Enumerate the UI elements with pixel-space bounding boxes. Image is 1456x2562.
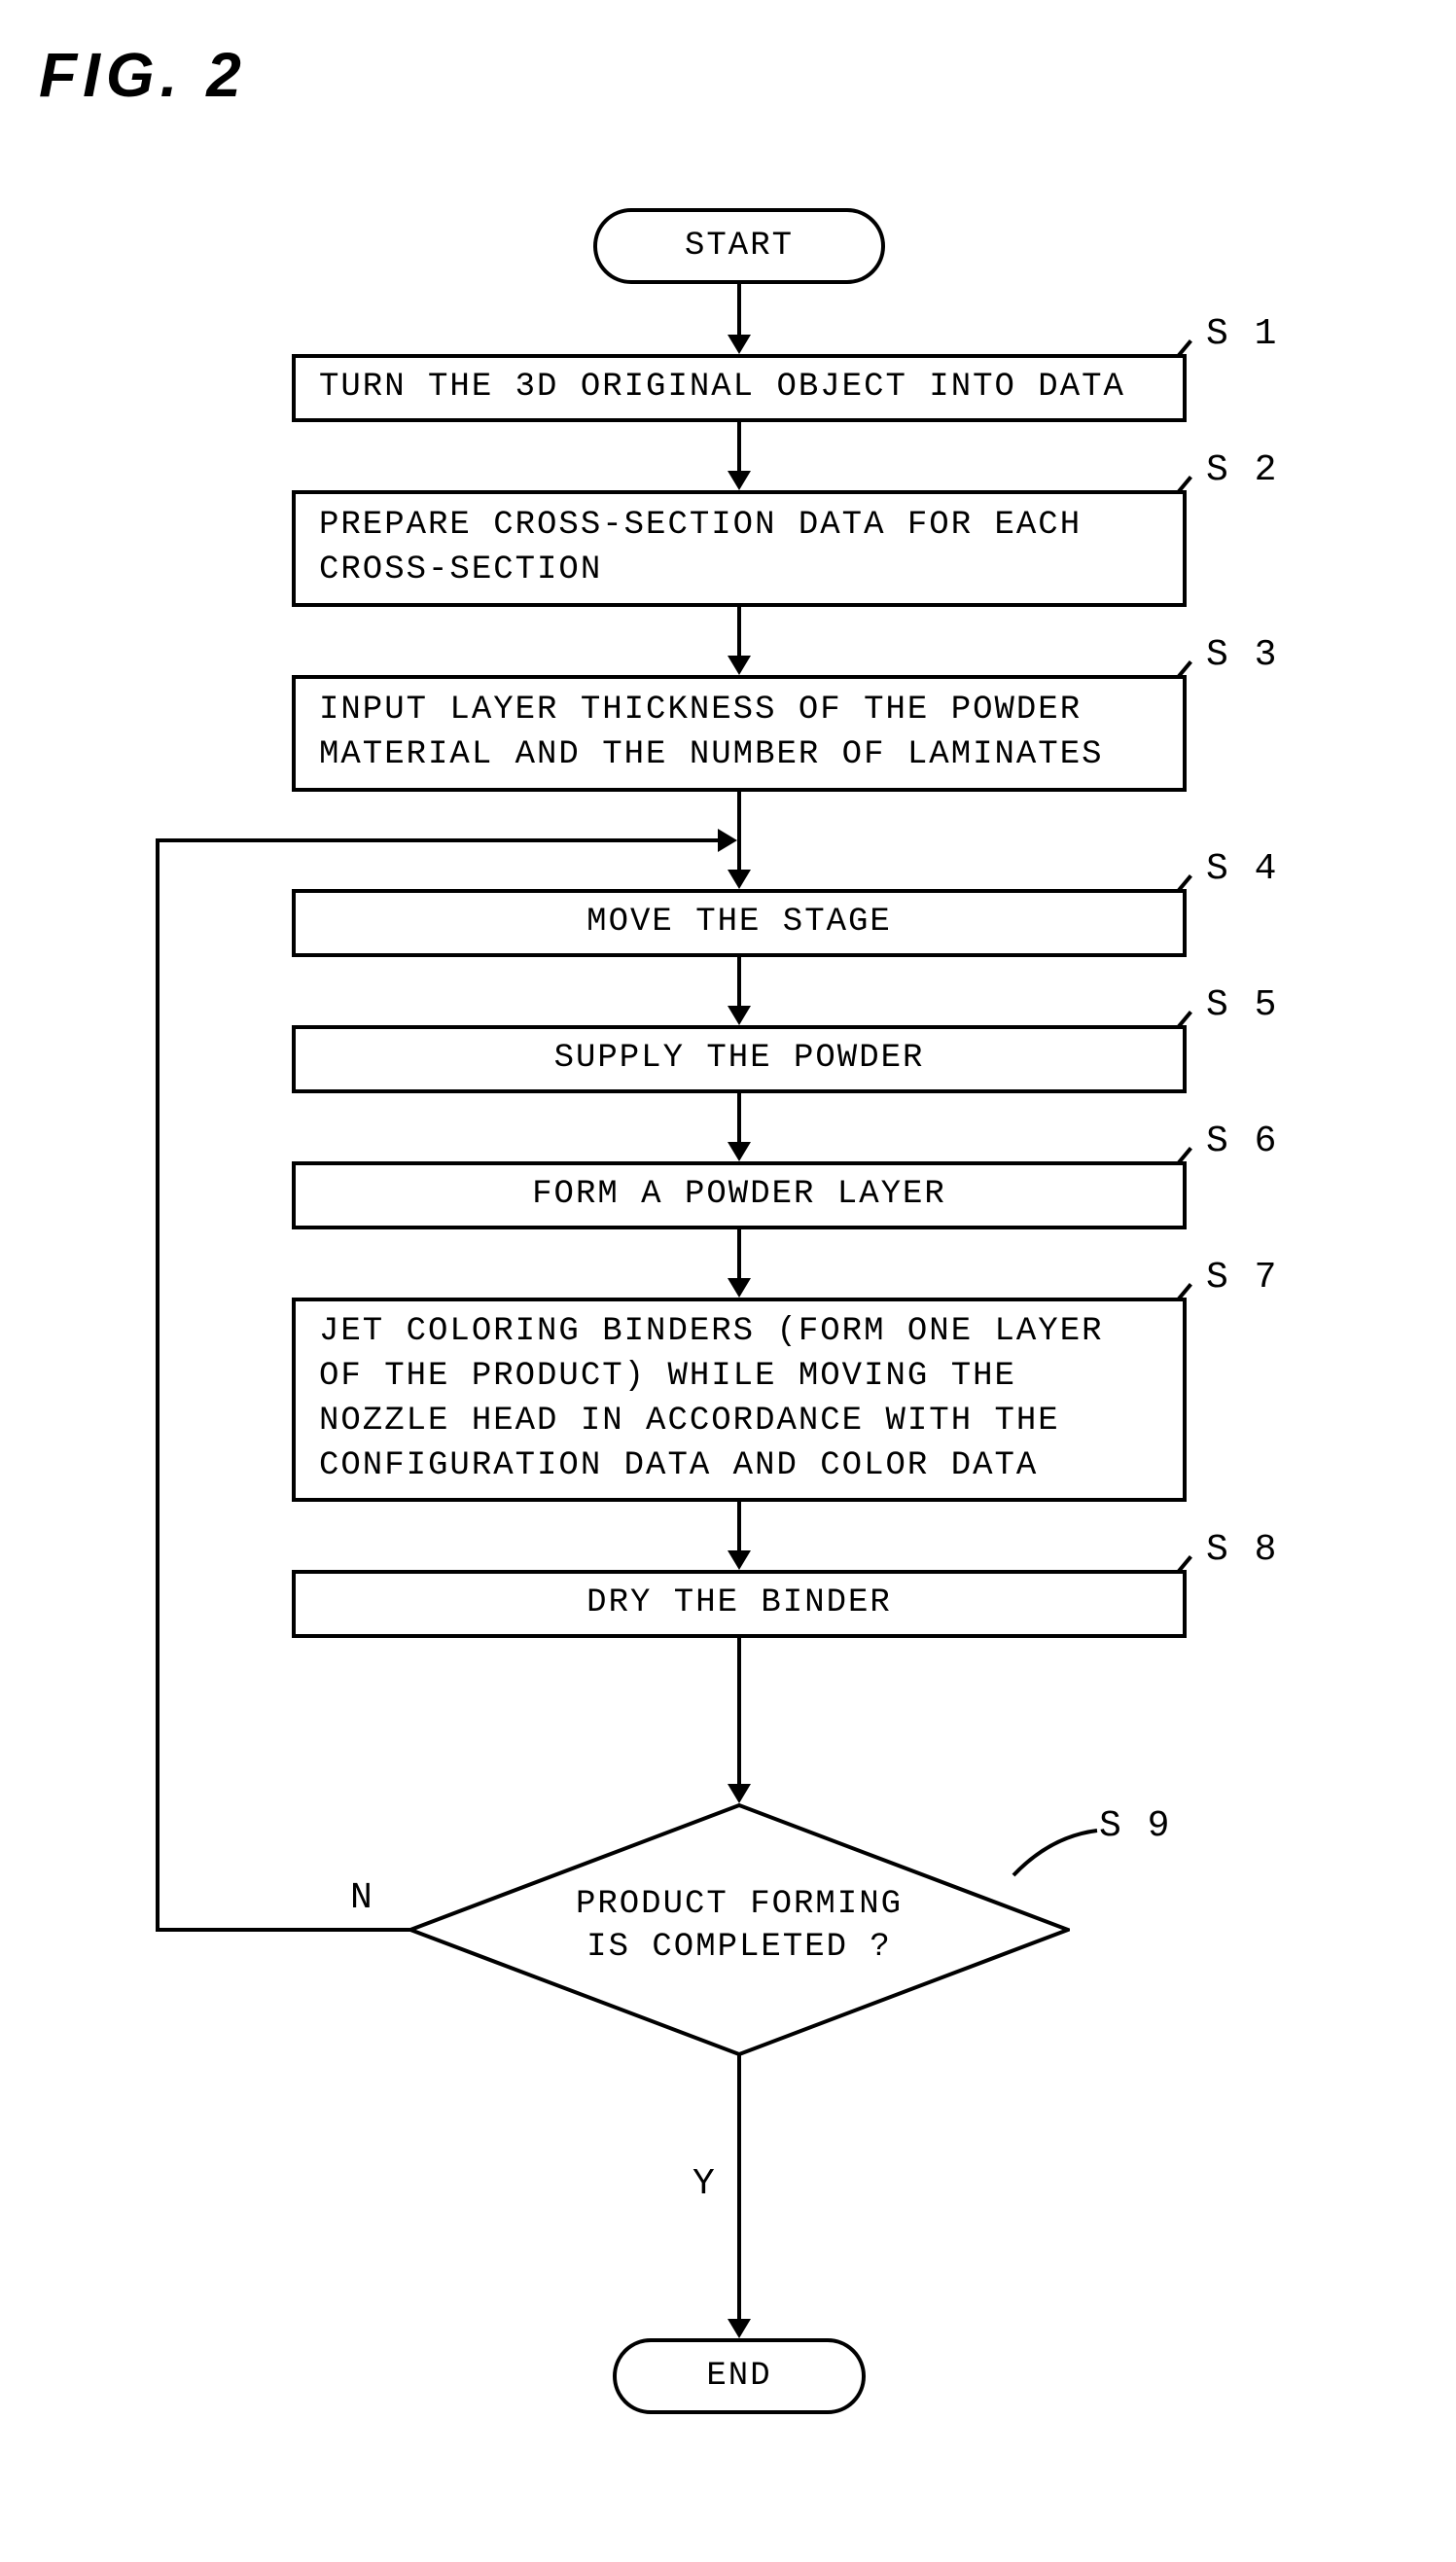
decision-s9: PRODUCT FORMING IS COMPLETED ? [408,1803,1070,2056]
arrow-s4-s5 [737,957,741,1008]
flowchart: START TURN THE 3D ORIGINAL OBJECT INTO D… [117,208,1284,2445]
step-label-s5: S 5 [1206,984,1278,1026]
decision-text-line1: PRODUCT FORMING [576,1886,903,1923]
process-s5: SUPPLY THE POWDER [292,1025,1187,1093]
arrowhead-start-s1 [728,335,751,354]
process-s1: TURN THE 3D ORIGINAL OBJECT INTO DATA [292,354,1187,422]
process-s4: MOVE THE STAGE [292,889,1187,957]
arrow-s2-s3 [737,607,741,658]
arrowhead-s2-s3 [728,656,751,675]
arrow-s6-s7 [737,1229,741,1280]
step-label-s6: S 6 [1206,1121,1278,1162]
arrow-s7-s8 [737,1502,741,1552]
label-curve-s9 [1012,1827,1099,1885]
process-s8: DRY THE BINDER [292,1570,1187,1638]
step-label-s9: S 9 [1099,1805,1171,1847]
arrowhead-s6-s7 [728,1278,751,1298]
arrow-s1-s2 [737,422,741,473]
step-label-s3: S 3 [1206,634,1278,676]
arrow-s8-s9 [737,1638,741,1786]
loop-n-vertical [156,838,160,1932]
arrowhead-s3-s4 [728,870,751,889]
arrowhead-s9-end [728,2319,751,2338]
arrow-start-s1 [737,284,741,337]
decision-text: PRODUCT FORMING IS COMPLETED ? [408,1883,1070,1969]
terminal-end: END [613,2338,866,2414]
arrowhead-s8-s9 [728,1784,751,1803]
terminal-start: START [593,208,885,284]
process-s7: JET COLORING BINDERS (FORM ONE LAYER OF … [292,1298,1187,1502]
no-label: N [350,1877,374,1919]
step-label-s1: S 1 [1206,313,1278,355]
step-label-s8: S 8 [1206,1529,1278,1571]
yes-label: Y [692,2163,717,2205]
process-s6: FORM A POWDER LAYER [292,1161,1187,1229]
arrowhead-s5-s6 [728,1142,751,1161]
decision-text-line2: IS COMPLETED ? [586,1929,892,1966]
step-label-s2: S 2 [1206,449,1278,491]
arrowhead-s1-s2 [728,471,751,490]
arrow-s3-join [737,792,741,872]
arrow-s5-s6 [737,1093,741,1144]
step-label-s7: S 7 [1206,1257,1278,1299]
process-s3: INPUT LAYER THICKNESS OF THE POWDER MATE… [292,675,1187,792]
arrowhead-s4-s5 [728,1006,751,1025]
arrow-s9-end [737,2054,741,2321]
arrowhead-s7-s8 [728,1550,751,1570]
loop-join-h [156,838,720,842]
process-s2: PREPARE CROSS-SECTION DATA FOR EACH CROS… [292,490,1187,607]
step-label-s4: S 4 [1206,848,1278,890]
loop-n-exit-h [156,1928,410,1932]
loop-join-arrowhead [718,829,737,852]
figure-title: FIG. 2 [39,39,1417,111]
